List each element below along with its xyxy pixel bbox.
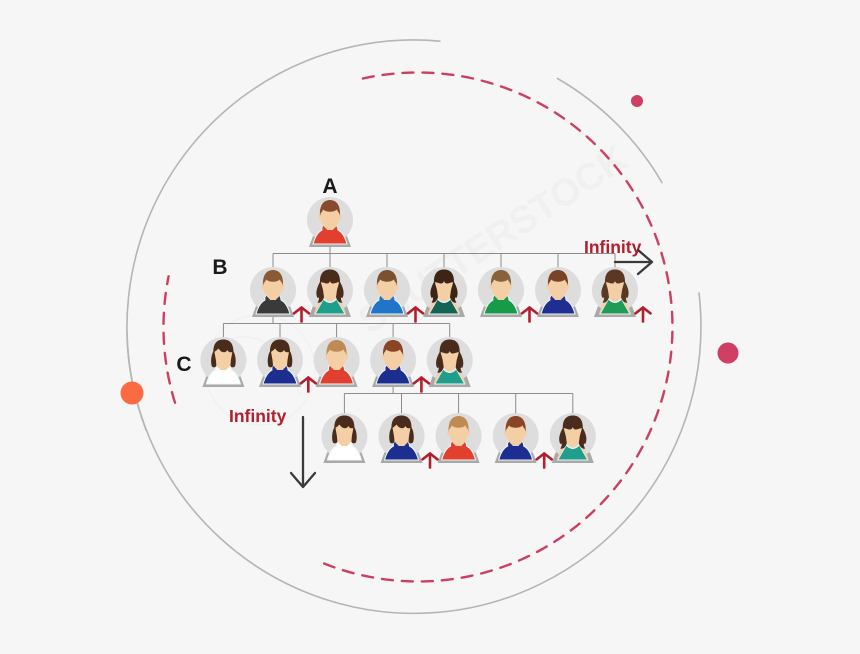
svg-text:B: B: [212, 256, 227, 279]
svg-text:A: A: [322, 175, 337, 198]
svg-text:Infinity: Infinity: [229, 406, 287, 426]
svg-text:C: C: [176, 353, 191, 376]
svg-text:Infinity: Infinity: [584, 237, 642, 257]
